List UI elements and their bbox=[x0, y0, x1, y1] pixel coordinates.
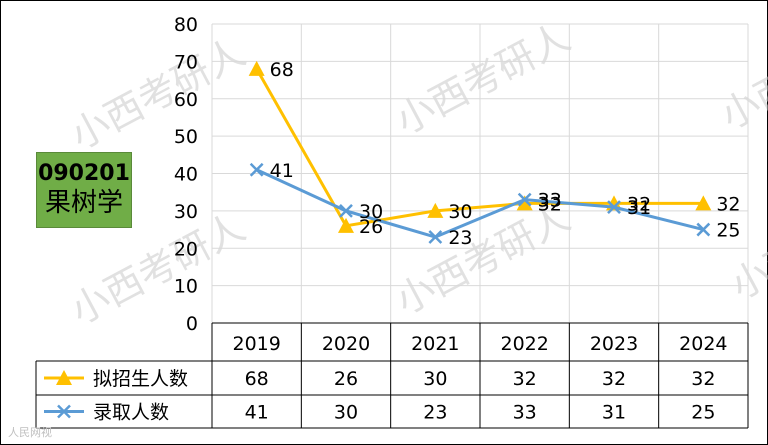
table-cell: 33 bbox=[513, 402, 537, 424]
data-label: 30 bbox=[359, 201, 383, 223]
legend-label: 拟招生人数 bbox=[93, 368, 188, 390]
watermark-text: 小西考研人 bbox=[64, 30, 252, 158]
x-tick-label: 2024 bbox=[679, 333, 727, 355]
table-cell: 41 bbox=[245, 402, 269, 424]
x-tick-label: 2019 bbox=[232, 333, 280, 355]
data-point-triangle bbox=[695, 195, 712, 211]
data-label: 31 bbox=[627, 197, 651, 219]
table-cell: 30 bbox=[423, 368, 447, 390]
table-cell: 68 bbox=[245, 368, 269, 390]
table-cell: 32 bbox=[602, 368, 626, 390]
series-line bbox=[255, 68, 704, 228]
y-tick-label: 60 bbox=[174, 89, 198, 111]
program-name: 果树学 bbox=[44, 188, 123, 218]
table-cell: 32 bbox=[513, 368, 537, 390]
data-label: 30 bbox=[448, 201, 472, 223]
data-label: 68 bbox=[270, 59, 294, 81]
x-tick-label: 2023 bbox=[590, 333, 638, 355]
data-point-x bbox=[249, 162, 264, 177]
data-point-triangle bbox=[338, 217, 354, 233]
legend-key-marker bbox=[56, 370, 72, 385]
table-cell: 23 bbox=[423, 402, 447, 424]
data-point-x bbox=[428, 230, 443, 244]
y-tick-label: 80 bbox=[174, 14, 198, 36]
program-code-badge: 090201 果树学 bbox=[36, 152, 132, 228]
y-tick-label: 40 bbox=[174, 164, 198, 186]
data-point-triangle bbox=[427, 202, 444, 218]
data-label: 26 bbox=[359, 216, 383, 238]
series-line bbox=[256, 168, 704, 239]
data-point-x bbox=[339, 203, 353, 218]
data-point-triangle bbox=[516, 195, 533, 211]
data-label: 23 bbox=[448, 227, 472, 249]
y-tick-label: 50 bbox=[174, 126, 198, 148]
table-cell: 32 bbox=[691, 368, 715, 390]
table-cell: 26 bbox=[334, 368, 358, 390]
data-point-triangle bbox=[248, 60, 265, 76]
legend-key-marker bbox=[57, 404, 71, 419]
data-label: 32 bbox=[716, 193, 740, 215]
y-tick-label: 20 bbox=[174, 238, 198, 260]
data-point-x bbox=[607, 200, 621, 215]
program-code: 090201 bbox=[38, 161, 130, 186]
data-table: 2019 2020 2021 2022 2023 2024 拟招生人数 68 26 30 32 32 3… bbox=[35, 322, 749, 429]
x-tick-label: 2022 bbox=[500, 333, 548, 355]
table-cell: 30 bbox=[334, 402, 358, 424]
gridlines: 0 10 20 30 40 50 60 70 80 bbox=[174, 14, 749, 335]
table-cell: 31 bbox=[602, 402, 626, 424]
data-point-x bbox=[517, 192, 532, 207]
x-tick-label: 2020 bbox=[322, 333, 370, 355]
table-cell: 25 bbox=[691, 402, 715, 424]
watermark-text: 小西考研人 bbox=[714, 10, 768, 138]
footer-watermark: 人民网视 bbox=[8, 426, 52, 439]
y-tick-label: 30 bbox=[174, 201, 198, 223]
data-label: 32 bbox=[538, 193, 562, 215]
x-tick-label: 2021 bbox=[411, 333, 459, 355]
legend-label: 录取人数 bbox=[93, 402, 169, 424]
data-label: 32 bbox=[627, 193, 651, 215]
series-layer bbox=[248, 60, 712, 244]
data-point-x bbox=[696, 222, 711, 237]
y-tick-label: 10 bbox=[174, 276, 198, 298]
y-tick-label: 0 bbox=[186, 313, 198, 335]
watermark-text: 小西考研人 bbox=[389, 15, 577, 143]
data-label: 41 bbox=[270, 160, 294, 182]
data-label: 33 bbox=[538, 190, 562, 212]
y-tick-label: 70 bbox=[174, 51, 198, 73]
data-label: 25 bbox=[716, 220, 740, 242]
